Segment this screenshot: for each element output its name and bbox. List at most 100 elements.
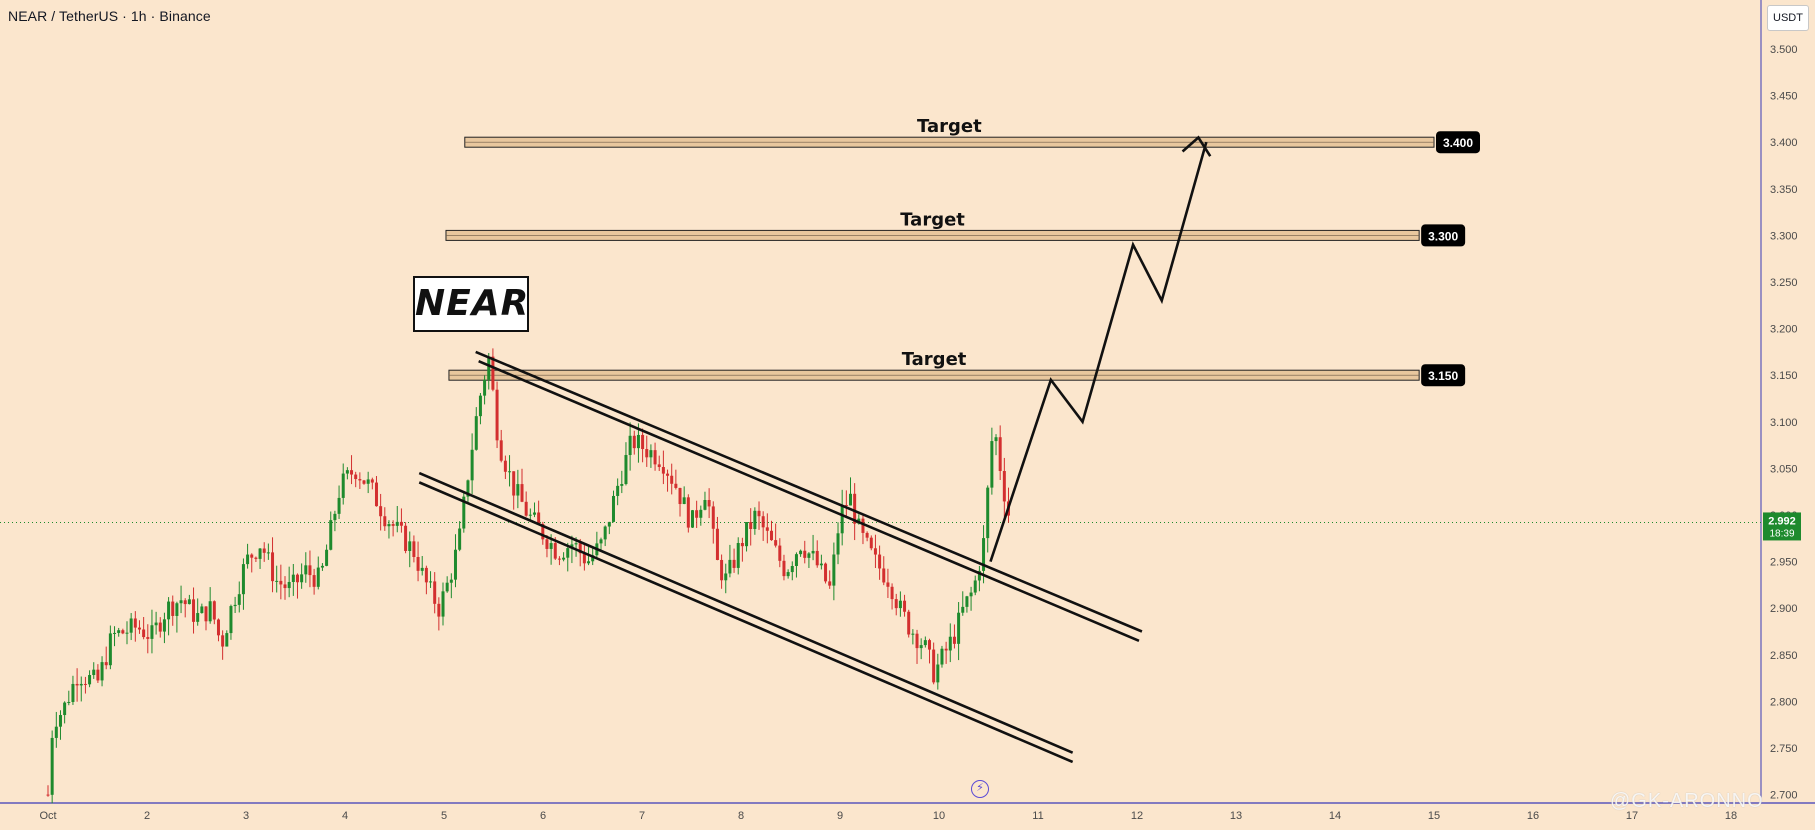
candle-body (424, 567, 428, 583)
candle-body (113, 632, 117, 634)
candle-body (919, 645, 923, 649)
candle-body (799, 550, 803, 555)
lower-channel-1 (418, 471, 1074, 754)
candle-body (387, 524, 391, 527)
currency-selector[interactable]: USDT (1767, 5, 1809, 31)
symbol-title: NEAR / TetherUS · 1h · Binance (8, 8, 211, 24)
projection-path (989, 141, 1208, 563)
candle-body (275, 580, 279, 582)
candle-body (844, 505, 848, 507)
candle-body (728, 559, 732, 574)
candle-body (944, 648, 948, 651)
candle-body (491, 356, 495, 390)
candle-body (932, 649, 936, 683)
candle-body (88, 675, 92, 685)
y-tick-label: 3.150 (1770, 370, 1798, 382)
candle-body (512, 471, 516, 496)
candle-body (283, 584, 287, 589)
candle-body (503, 460, 507, 472)
candle-body (50, 737, 54, 795)
candle-body (429, 581, 433, 583)
bar-countdown-label: 18:39 (1769, 528, 1794, 539)
candle-body (828, 581, 832, 586)
candle-body (699, 509, 703, 518)
candle-body (607, 521, 611, 527)
candle-body (133, 618, 137, 628)
candle-body (757, 510, 761, 517)
y-tick-label: 3.300 (1770, 230, 1798, 242)
candle-body (229, 606, 233, 634)
candle-body (732, 559, 736, 568)
candle-body (179, 600, 183, 604)
candle-body (582, 553, 586, 564)
candle-body (695, 510, 699, 518)
candle-body (104, 662, 108, 666)
y-tick-label: 3.500 (1770, 44, 1798, 56)
candle-body (541, 523, 545, 540)
candle-body (162, 619, 166, 632)
candle-body (603, 526, 607, 540)
candle-body (96, 669, 100, 681)
candle-body (853, 493, 857, 524)
candle-body (241, 564, 245, 595)
current-price-badge (1763, 512, 1801, 541)
candle-body (271, 552, 275, 582)
candle-body (142, 629, 146, 638)
candle-body (986, 487, 990, 539)
candle-body (379, 506, 383, 517)
candle-body (965, 596, 969, 607)
candle-body (657, 464, 661, 468)
candle-body (466, 480, 470, 497)
candle-body (1002, 471, 1006, 502)
candle-body (587, 561, 591, 564)
candle-body (333, 513, 337, 521)
x-tick-label: 10 (933, 810, 945, 822)
lightning-icon[interactable]: ⚡ (971, 780, 989, 798)
target-price-badge (1421, 224, 1466, 247)
candle-body (790, 565, 794, 573)
x-tick-label: 8 (738, 810, 744, 822)
candle-body (528, 514, 532, 516)
x-tick-label: 15 (1428, 810, 1440, 822)
y-tick-label: 3.400 (1770, 137, 1798, 149)
candle-body (977, 570, 981, 581)
candle-body (815, 550, 819, 566)
y-tick-label: 3.350 (1770, 184, 1798, 196)
candle-body (137, 627, 141, 630)
candle-body (441, 591, 445, 617)
candle-body (129, 618, 133, 633)
candle-body (433, 581, 437, 604)
candle-body (745, 522, 749, 547)
candle-body (262, 548, 266, 553)
candle-body (865, 532, 869, 538)
candle-body (266, 552, 270, 554)
candle-body (458, 528, 462, 550)
candle-body (345, 470, 349, 474)
candle-body (720, 559, 724, 581)
candle-body (474, 416, 478, 450)
candle-body (167, 601, 171, 620)
target-price-label: 3.150 (1428, 369, 1458, 383)
candle-body (832, 554, 836, 586)
candle-body (391, 524, 395, 526)
candle-body (354, 474, 358, 480)
candle-body (982, 538, 986, 571)
x-tick-label: 14 (1329, 810, 1341, 822)
candle-body (794, 554, 798, 566)
candle-body (200, 606, 204, 614)
candle-body (782, 560, 786, 577)
x-tick-label: 5 (441, 810, 447, 822)
target-label: Target (902, 349, 967, 370)
y-tick-label: 2.800 (1770, 696, 1798, 708)
candle-body (890, 586, 894, 600)
current-price-label: 2.992 (1768, 515, 1796, 527)
y-tick-label: 2.900 (1770, 603, 1798, 615)
candle-body (878, 554, 882, 569)
x-tick-label: 16 (1527, 810, 1539, 822)
upper-channel-1 (475, 350, 1143, 633)
candle-body (786, 572, 790, 577)
target-price-label: 3.400 (1443, 136, 1473, 150)
candle-body (911, 633, 915, 635)
